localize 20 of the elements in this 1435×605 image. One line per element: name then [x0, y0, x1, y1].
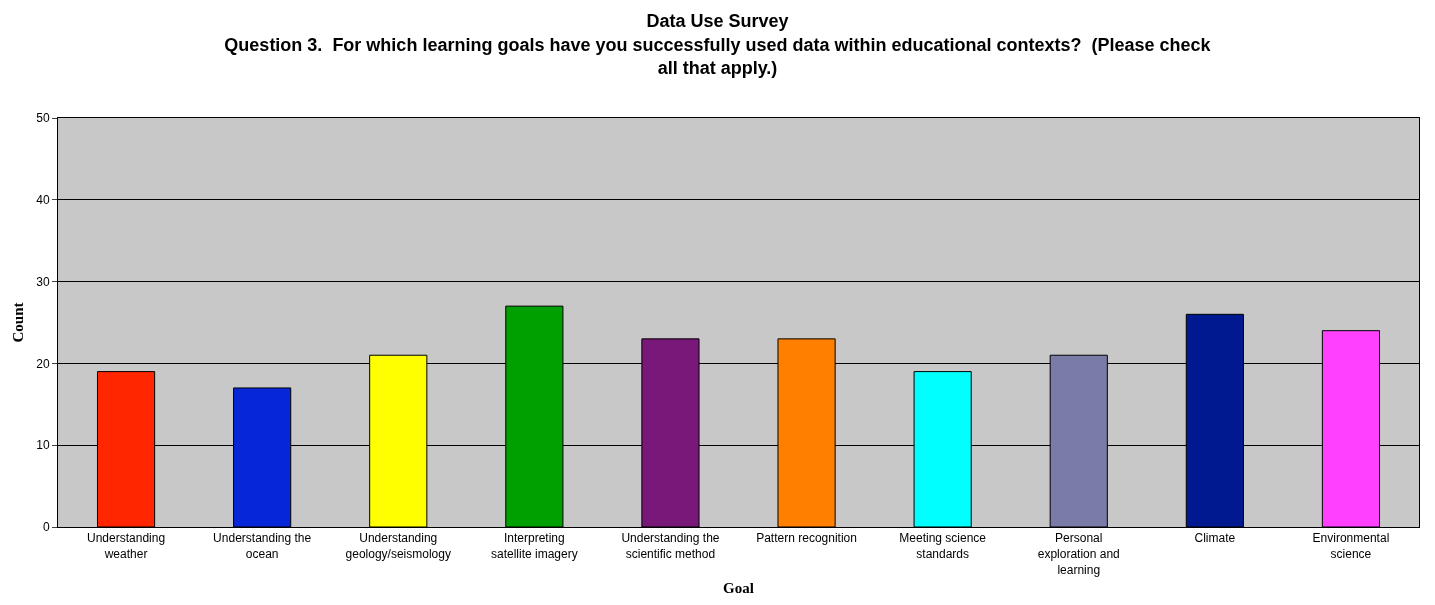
y-tick-label: 40: [36, 193, 50, 207]
y-axis-title: Count: [10, 302, 27, 343]
y-tick-label: 0: [42, 520, 50, 535]
x-tick-label: Understanding geology/seismology: [345, 531, 451, 561]
x-tick-label: Meeting science standards: [899, 531, 987, 561]
x-tick-label: Understanding the scientific method: [621, 531, 720, 561]
x-tick-label: Understanding the ocean: [213, 531, 312, 561]
x-tick-label: Climate: [1194, 531, 1236, 546]
y-tick-label: 30: [36, 274, 50, 289]
chart-title: Data Use Survey: [646, 11, 789, 32]
y-tick-label: 10: [36, 438, 50, 453]
x-tick-label: Understanding weather: [87, 531, 166, 561]
x-tick-label: Environmental science: [1312, 531, 1390, 561]
y-tick-label: 20: [36, 356, 50, 371]
chart-subtitle: Question 3. For which learning goals have you successfully used data within educational contexts? (Please check all that apply.): [224, 34, 1212, 79]
x-tick-label: Pattern recognition: [756, 531, 857, 546]
x-tick-label: Interpreting satellite imagery: [491, 531, 578, 561]
x-tick-label: Personal exploration and learning: [1037, 531, 1120, 577]
y-tick-label: 50: [36, 111, 50, 126]
x-axis-title: Goal: [723, 579, 754, 596]
